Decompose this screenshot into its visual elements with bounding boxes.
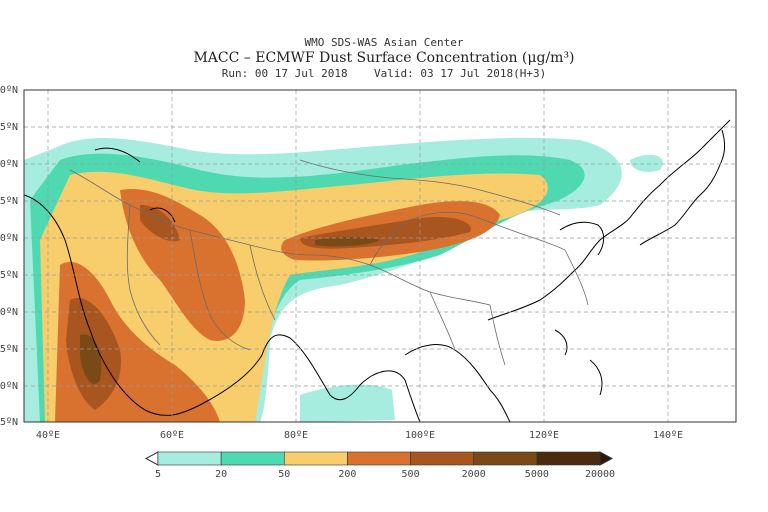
map-frame <box>23 89 737 423</box>
colorbar-bin <box>347 451 411 466</box>
colorbar <box>144 451 614 466</box>
colorbar-bin <box>283 451 348 466</box>
longitude-label: 80ºE <box>284 430 308 441</box>
latitude-label: 50ºN <box>0 85 18 96</box>
colorbar-bin <box>536 451 601 466</box>
latitude-labels: 50ºN 45ºN 40ºN 35ºN 30ºN 25ºN 20ºN 15ºN 10ºN 5ºN <box>0 85 18 428</box>
longitude-label: 120ºE <box>529 430 559 441</box>
center-name: WMO SDS-WAS Asian Center <box>304 36 464 49</box>
latitude-label: 25ºN <box>0 270 18 281</box>
latitude-label: 20ºN <box>0 307 18 318</box>
latitude-label: 10ºN <box>0 381 18 392</box>
colorbar-label: 500 <box>402 469 420 480</box>
longitude-label: 100ºE <box>405 430 435 441</box>
latitude-label: 40ºN <box>0 159 18 170</box>
colorbar-under-arrow <box>144 451 159 466</box>
latitude-label: 45ºN <box>0 122 18 133</box>
latitude-label: 30ºN <box>0 233 18 244</box>
colorbar-label: 2000 <box>462 469 486 480</box>
country-borders <box>69 159 589 366</box>
colorbar-label: 5 <box>155 469 161 480</box>
coastlines <box>24 119 731 422</box>
colorbar-labels: 5 20 50 200 500 2000 5000 20000 <box>155 469 615 480</box>
colorbar-label: 50 <box>278 469 290 480</box>
colorbar-bin <box>473 451 538 466</box>
longitude-label: 140ºE <box>653 430 683 441</box>
colorbar-label: 200 <box>338 469 356 480</box>
colorbar-over-arrow <box>599 451 614 466</box>
latitude-label: 35ºN <box>0 196 18 207</box>
colorbar-bin <box>410 451 475 466</box>
colorbar-bin <box>157 451 222 466</box>
longitude-label: 60ºE <box>160 430 184 441</box>
colorbar-label: 20000 <box>585 469 615 480</box>
run-valid-line: Run: 00 17 Jul 2018 Valid: 03 17 Jul 201… <box>221 67 547 80</box>
lat-lon-grid <box>24 90 736 422</box>
latitude-label: 15ºN <box>0 344 18 355</box>
colorbar-label: 20 <box>215 469 227 480</box>
colorbar-bin <box>220 451 285 466</box>
chart-title: MACC – ECMWF Dust Surface Concentration … <box>193 50 575 66</box>
longitude-labels: 40ºE 60ºE 80ºE 100ºE 120ºE 140ºE <box>36 430 683 441</box>
colorbar-label: 5000 <box>525 469 549 480</box>
longitude-label: 40ºE <box>36 430 60 441</box>
latitude-label: 5ºN <box>0 417 18 428</box>
